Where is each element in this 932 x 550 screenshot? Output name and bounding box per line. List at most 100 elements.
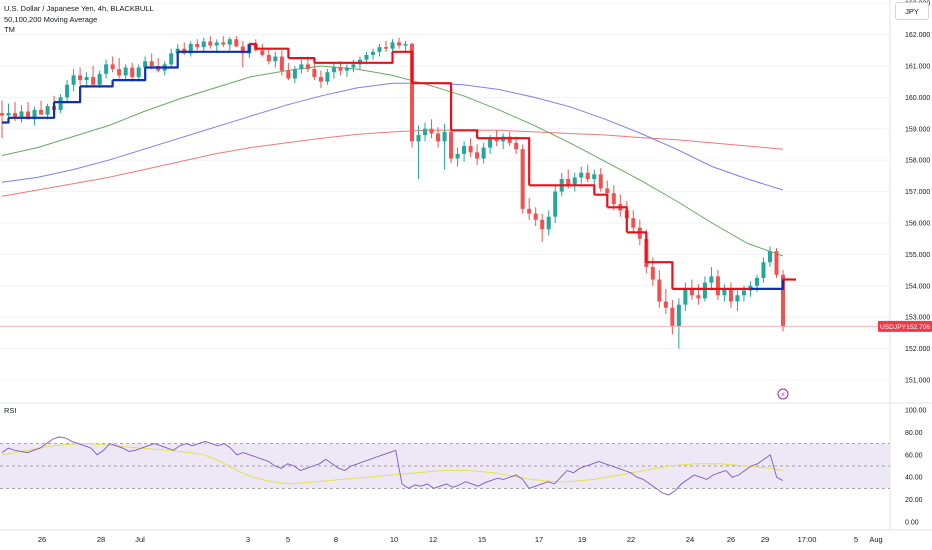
candle[interactable]	[585, 164, 590, 183]
candle[interactable]	[663, 288, 668, 315]
candle[interactable]	[383, 40, 389, 52]
candle[interactable]	[221, 36, 226, 48]
candle[interactable]	[78, 67, 83, 85]
candle[interactable]	[97, 70, 102, 88]
candle[interactable]	[514, 136, 519, 154]
candle[interactable]	[462, 141, 467, 162]
candle[interactable]	[266, 48, 271, 65]
candle[interactable]	[344, 64, 349, 77]
candle[interactable]	[767, 246, 773, 267]
candle[interactable]	[91, 65, 96, 85]
candle[interactable]	[32, 106, 37, 126]
candle[interactable]	[761, 257, 766, 283]
candle[interactable]	[19, 105, 24, 123]
candle[interactable]	[195, 39, 200, 51]
candle[interactable]	[0, 100, 5, 139]
candle[interactable]	[683, 282, 688, 311]
candle[interactable]	[136, 64, 141, 82]
candle[interactable]	[130, 62, 135, 82]
candle[interactable]	[449, 125, 454, 164]
candle[interactable]	[540, 213, 545, 242]
candle[interactable]	[279, 50, 284, 76]
candle[interactable]	[182, 42, 187, 55]
candle-body	[45, 106, 50, 115]
candle[interactable]	[527, 197, 532, 220]
last-price-tag[interactable]	[878, 320, 932, 332]
candle[interactable]	[735, 290, 740, 311]
candle-body	[722, 288, 727, 296]
candle[interactable]	[117, 58, 122, 79]
candle[interactable]	[351, 59, 356, 73]
candle[interactable]	[722, 284, 727, 302]
candle[interactable]	[240, 40, 245, 68]
candle[interactable]	[436, 127, 441, 148]
candle[interactable]	[598, 168, 603, 192]
candle[interactable]	[286, 62, 291, 81]
candle[interactable]	[475, 144, 480, 165]
candle[interactable]	[481, 142, 486, 164]
candle[interactable]	[423, 122, 428, 142]
candle[interactable]	[631, 210, 636, 233]
candle[interactable]	[579, 166, 584, 184]
candle[interactable]	[455, 147, 460, 167]
rsi-panel-label[interactable]: RSI	[4, 406, 17, 415]
candle[interactable]	[104, 59, 109, 79]
candle[interactable]	[553, 185, 558, 223]
candle[interactable]	[429, 119, 434, 139]
candle[interactable]	[169, 48, 174, 68]
candle[interactable]	[709, 266, 714, 291]
candle[interactable]	[201, 37, 206, 52]
candle[interactable]	[676, 298, 681, 349]
candle[interactable]	[533, 207, 538, 227]
candle[interactable]	[39, 100, 44, 115]
candle[interactable]	[65, 80, 70, 103]
candle-body	[423, 128, 428, 136]
candle[interactable]	[657, 270, 662, 308]
candle-body	[266, 54, 271, 62]
candle[interactable]	[234, 36, 239, 48]
candle[interactable]	[188, 40, 193, 57]
candle[interactable]	[520, 144, 525, 214]
candle[interactable]	[403, 40, 408, 52]
candle[interactable]	[442, 124, 447, 170]
candle[interactable]	[370, 48, 375, 60]
candle[interactable]	[696, 284, 701, 305]
candle[interactable]	[58, 94, 63, 114]
candle[interactable]	[592, 169, 597, 186]
candle[interactable]	[325, 69, 330, 85]
price-axis-label: 155.000	[905, 252, 930, 259]
candle[interactable]	[26, 102, 31, 120]
candle-body	[6, 113, 11, 116]
candle[interactable]	[670, 299, 675, 335]
lightning-alert-icon[interactable]	[777, 388, 789, 400]
candle[interactable]	[546, 210, 551, 236]
candle[interactable]	[123, 64, 128, 81]
candle[interactable]	[618, 194, 623, 217]
candle[interactable]	[156, 58, 161, 73]
tm-indicator-label[interactable]: TM	[4, 25, 15, 34]
currency-button[interactable]: JPY	[895, 2, 929, 20]
candle[interactable]	[312, 62, 317, 81]
candle[interactable]	[318, 70, 323, 88]
candle[interactable]	[468, 138, 473, 158]
candle[interactable]	[501, 133, 506, 150]
candle[interactable]	[416, 125, 421, 180]
candle[interactable]	[331, 62, 336, 79]
candle[interactable]	[299, 59, 304, 74]
candle[interactable]	[227, 37, 232, 51]
symbol-title[interactable]: U.S. Dollar / Japanese Yen, 4h, BLACKBUL…	[4, 4, 154, 13]
ma-indicator-label[interactable]: 50,100,200 Moving Average	[4, 14, 98, 24]
candle[interactable]	[110, 56, 115, 73]
candle[interactable]	[377, 43, 382, 57]
candle[interactable]	[774, 248, 779, 278]
candle[interactable]	[71, 69, 76, 92]
candle[interactable]	[208, 36, 213, 49]
candle[interactable]	[292, 65, 297, 84]
candle[interactable]	[715, 270, 720, 300]
candle[interactable]	[728, 282, 733, 308]
candle[interactable]	[273, 51, 278, 68]
candle[interactable]	[260, 43, 265, 57]
candle[interactable]	[396, 37, 402, 49]
candle[interactable]	[572, 172, 577, 192]
